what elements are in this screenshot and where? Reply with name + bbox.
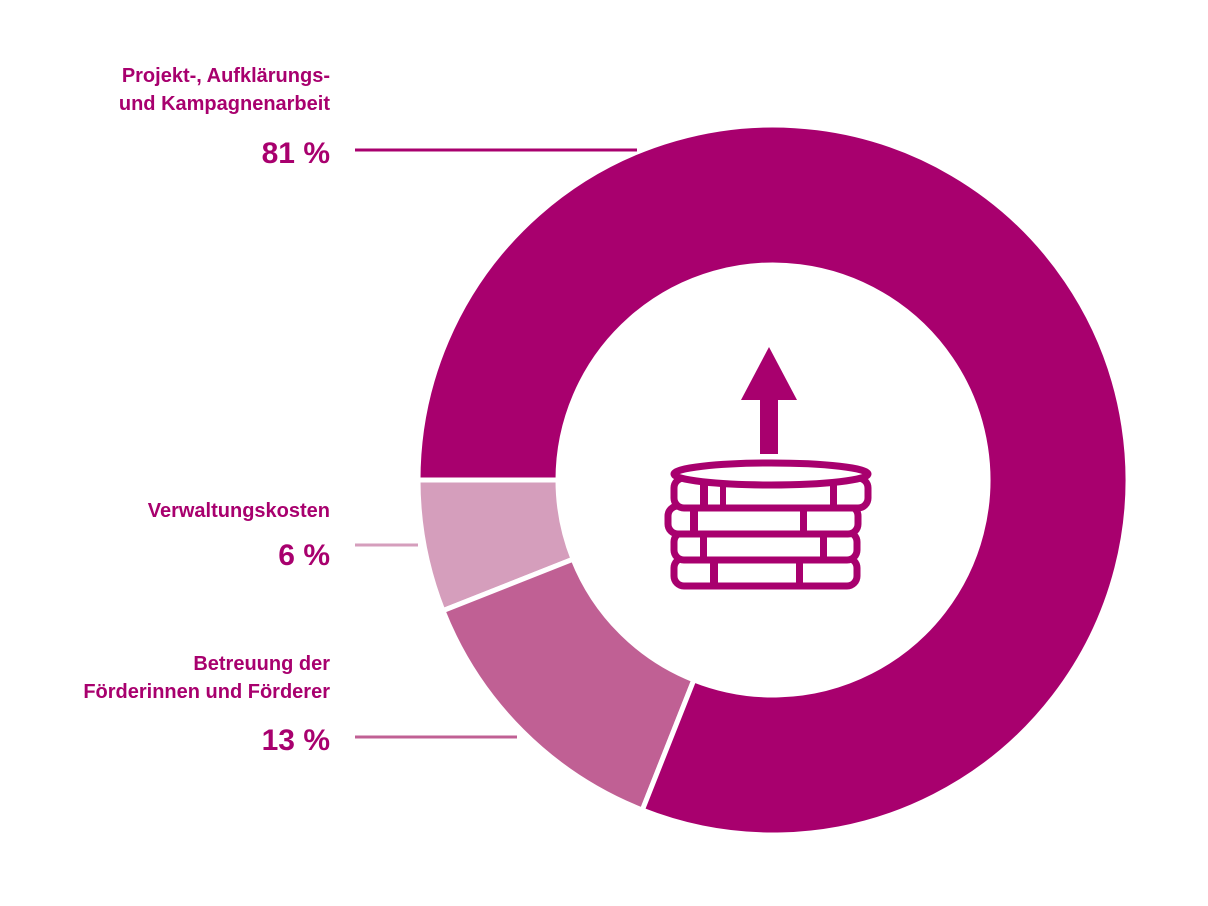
value-label: 81 % <box>262 137 330 170</box>
donut-slice <box>439 555 698 814</box>
slice-label: Verwaltungskosten <box>148 500 330 522</box>
slice-label: Förderinnen und Förderer <box>83 681 330 703</box>
value-label: 13 % <box>262 724 330 757</box>
slice-label: und Kampagnenarbeit <box>119 93 330 115</box>
labels: Projekt-, Aufklärungs-und Kampagnenarbei… <box>83 65 637 757</box>
slice-label: Projekt-, Aufklärungs- <box>122 65 330 87</box>
value-label: 6 % <box>278 539 330 572</box>
slice-label: Betreuung der <box>193 653 330 675</box>
donut-slice <box>415 122 1131 838</box>
coins-icon <box>664 347 872 590</box>
